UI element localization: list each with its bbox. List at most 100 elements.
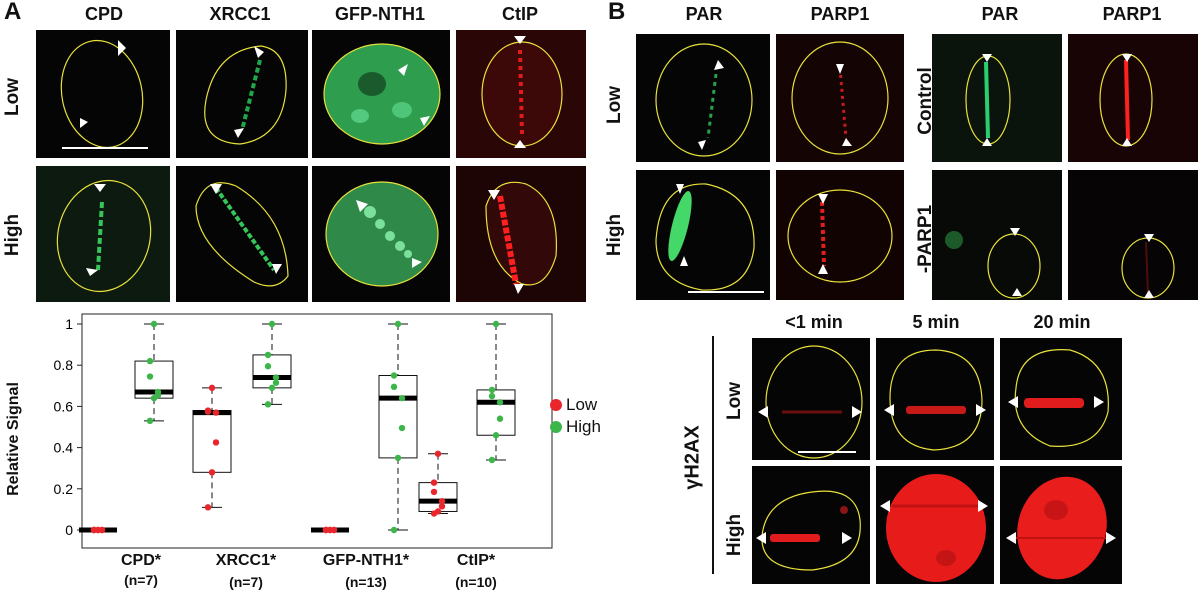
data-point-high — [268, 384, 276, 392]
box-rect — [192, 410, 232, 473]
micrograph-parp1-low — [776, 34, 904, 162]
col-head-ctip: CtIP — [502, 4, 538, 24]
time-row-high: High — [724, 513, 745, 557]
box-rect — [378, 375, 418, 459]
data-point-high — [488, 386, 496, 394]
data-point-high — [264, 351, 272, 359]
data-point-high — [390, 383, 398, 391]
legend: Low High — [550, 395, 601, 437]
b-row-label-high: High — [604, 213, 625, 257]
data-point-high — [492, 432, 500, 439]
time-col-3: 20 min — [1033, 312, 1091, 332]
col-head-parp1-left: PARP1 — [810, 4, 870, 24]
y-tick-label: 0.8 — [54, 357, 74, 373]
micrograph-h2ax-low-1min — [752, 338, 870, 460]
row-label-low: Low — [2, 78, 23, 116]
legend-swatch-high — [550, 421, 562, 433]
data-point-high — [394, 320, 402, 328]
data-point-high — [496, 399, 504, 406]
micrograph-par-control — [932, 34, 1062, 162]
box-rect — [418, 482, 458, 512]
box-rect — [252, 354, 292, 389]
micrograph-xrcc1-low — [176, 30, 308, 158]
data-point-high — [146, 417, 154, 425]
micrograph-cpd-low — [36, 30, 170, 158]
data-point-high — [146, 357, 154, 365]
col-head-par-right: PAR — [981, 4, 1019, 24]
data-point-low — [212, 439, 220, 446]
micrograph-parp1-parp1-kd — [1068, 170, 1198, 300]
group-n-cpd: (n=7) — [124, 572, 158, 588]
col-head-xrcc1: XRCC1 — [209, 4, 271, 24]
data-point-low — [208, 384, 216, 392]
micrograph-par-low — [636, 34, 770, 162]
micrograph-parp1-high — [776, 170, 904, 300]
time-col-2: 5 min — [912, 312, 960, 332]
legend-label-low: Low — [566, 395, 598, 414]
col-head-parp1-right: PARP1 — [1102, 4, 1162, 24]
y-axis-label: Relative Signal — [5, 382, 22, 496]
data-point-high — [398, 424, 406, 432]
data-point-high — [154, 391, 162, 399]
group-n-gfp-nth1: (n=13) — [345, 574, 387, 590]
group-n-ctip: (n=10) — [455, 574, 497, 590]
box-rect — [476, 389, 516, 436]
col-head-par-left: PAR — [685, 4, 723, 24]
micrograph-xrcc1-high — [176, 166, 308, 302]
micrograph-ctip-high — [456, 166, 586, 302]
group-n-xrcc1: (n=7) — [229, 574, 263, 590]
data-point-low — [208, 469, 216, 476]
group-label-ctip: CtIP* — [456, 552, 496, 569]
data-point-high — [272, 379, 280, 386]
time-row-bracket — [712, 336, 714, 574]
data-point-high — [268, 320, 276, 328]
data-point-low — [90, 526, 98, 534]
data-point-low — [212, 409, 220, 416]
micrograph-h2ax-high-5min — [876, 466, 994, 584]
micrograph-cpd-high — [36, 166, 170, 302]
panel-b-letter: B — [608, 0, 626, 25]
legend-label-high: High — [566, 417, 601, 436]
group-label-cpd: CPD* — [120, 552, 161, 569]
micrograph-par-parp1-kd — [932, 170, 1062, 300]
data-point-high — [492, 320, 500, 328]
data-point-high — [394, 454, 402, 462]
micrograph-gfp-nth1-high — [312, 166, 450, 302]
micrograph-ctip-low — [456, 30, 586, 158]
micrograph-h2ax-low-20min — [1000, 338, 1122, 460]
y-tick-label: 0.6 — [54, 398, 74, 414]
group-label-gfp-nth1: GFP-NTH1* — [322, 552, 410, 569]
micrograph-parp1-control — [1068, 34, 1198, 162]
data-point-high — [496, 415, 504, 422]
legend-item-low: Low — [550, 395, 601, 415]
data-point-low — [438, 497, 446, 505]
data-point-high — [146, 373, 154, 380]
gamma-h2ax-label: γH2AX — [681, 425, 704, 490]
micrograph-gfp-nth1-low — [312, 30, 450, 158]
data-point-high — [390, 526, 398, 534]
data-point-high — [488, 392, 496, 400]
box-plot: 0 0.2 0.4 0.6 0.8 1 — [54, 313, 553, 549]
row-label-high: High — [2, 213, 23, 257]
y-tick-label: 0.2 — [54, 481, 74, 497]
data-point-high — [390, 372, 398, 379]
legend-swatch-low — [550, 399, 562, 411]
y-tick-label: 0.4 — [54, 440, 74, 456]
panel-a-letter: A — [4, 0, 22, 25]
micrograph-h2ax-high-1min — [752, 466, 870, 584]
data-point-low — [430, 488, 438, 496]
data-point-high — [264, 363, 272, 370]
data-point-low — [330, 526, 338, 534]
data-point-low — [430, 479, 438, 486]
y-tick-label: 1 — [65, 316, 73, 332]
data-point-high — [398, 394, 406, 402]
group-label-xrcc1: XRCC1* — [215, 552, 277, 569]
col-head-gfp-nth1: GFP-NTH1 — [335, 4, 425, 24]
data-point-low — [438, 503, 446, 510]
y-axis-label-wrap: Relative Signal — [4, 330, 24, 550]
data-point-high — [272, 374, 280, 381]
data-point-low — [204, 504, 212, 511]
b-row-label-low: Low — [604, 86, 625, 124]
data-point-high — [488, 456, 496, 464]
micrograph-h2ax-low-5min — [876, 338, 994, 460]
